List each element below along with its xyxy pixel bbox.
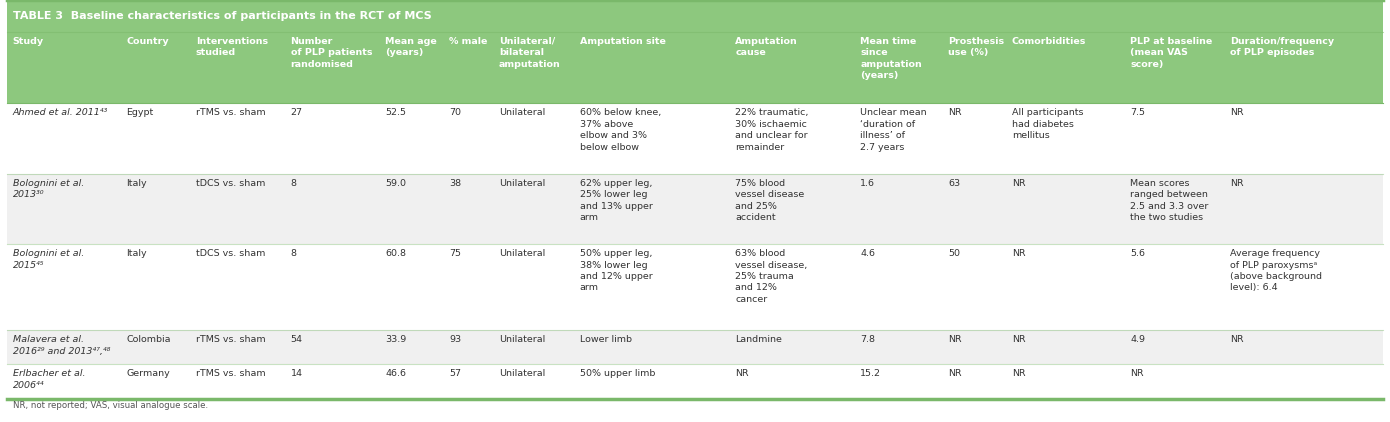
Text: Comorbidities: Comorbidities: [1012, 37, 1087, 46]
Text: 33.9: 33.9: [385, 335, 406, 344]
Text: Italy: Italy: [126, 179, 147, 188]
Text: Ahmed et al. 2011⁴³: Ahmed et al. 2011⁴³: [13, 108, 108, 117]
Text: NR: NR: [1230, 179, 1244, 188]
Text: NR: NR: [1012, 249, 1026, 258]
Text: Bolognini et al.
2013³⁰: Bolognini et al. 2013³⁰: [13, 179, 83, 199]
Text: PLP at baseline
(mean VAS
score): PLP at baseline (mean VAS score): [1130, 37, 1212, 69]
Bar: [7, 244, 1383, 330]
Text: 38: 38: [449, 179, 461, 188]
Text: NR: NR: [1130, 370, 1144, 379]
Text: Unclear mean
‘duration of
illness’ of
2.7 years: Unclear mean ‘duration of illness’ of 2.…: [860, 108, 927, 152]
Text: NR: NR: [1230, 108, 1244, 117]
Text: 52.5: 52.5: [385, 108, 406, 117]
Text: Unilateral: Unilateral: [499, 370, 545, 379]
Text: NR: NR: [948, 108, 962, 117]
Text: rTMS vs. sham: rTMS vs. sham: [196, 370, 265, 379]
Text: 63: 63: [948, 179, 960, 188]
Text: 50% upper limb: 50% upper limb: [580, 370, 655, 379]
Bar: [7, 0, 1383, 32]
Text: Average frequency
of PLP paroxysmsᵃ
(above background
level): 6.4: Average frequency of PLP paroxysmsᵃ (abo…: [1230, 249, 1322, 292]
Text: Unilateral: Unilateral: [499, 179, 545, 188]
Text: Number
of PLP patients
randomised: Number of PLP patients randomised: [291, 37, 373, 69]
Text: Italy: Italy: [126, 249, 147, 258]
Text: NR, not reported; VAS, visual analogue scale.: NR, not reported; VAS, visual analogue s…: [13, 401, 207, 410]
Text: Interventions
studied: Interventions studied: [196, 37, 268, 57]
Text: Amputation
cause: Amputation cause: [735, 37, 798, 57]
Text: rTMS vs. sham: rTMS vs. sham: [196, 335, 265, 344]
Text: 59.0: 59.0: [385, 179, 406, 188]
Text: Colombia: Colombia: [126, 335, 171, 344]
Text: 46.6: 46.6: [385, 370, 406, 379]
Text: 1.6: 1.6: [860, 179, 876, 188]
Text: 75% blood
vessel disease
and 25%
accident: 75% blood vessel disease and 25% acciden…: [735, 179, 805, 222]
Text: 57: 57: [449, 370, 461, 379]
Text: Country: Country: [126, 37, 170, 46]
Text: NR: NR: [1012, 370, 1026, 379]
Text: 22% traumatic,
30% ischaemic
and unclear for
remainder: 22% traumatic, 30% ischaemic and unclear…: [735, 108, 809, 152]
Text: NR: NR: [948, 370, 962, 379]
Text: Landmine: Landmine: [735, 335, 783, 344]
Text: 7.5: 7.5: [1130, 108, 1145, 117]
Text: Mean age
(years): Mean age (years): [385, 37, 436, 57]
Text: 60% below knee,
37% above
elbow and 3%
below elbow: 60% below knee, 37% above elbow and 3% b…: [580, 108, 660, 152]
Text: 8: 8: [291, 179, 296, 188]
Text: 8: 8: [291, 249, 296, 258]
Text: 7.8: 7.8: [860, 335, 876, 344]
Text: tDCS vs. sham: tDCS vs. sham: [196, 179, 265, 188]
Text: 62% upper leg,
25% lower leg
and 13% upper
arm: 62% upper leg, 25% lower leg and 13% upp…: [580, 179, 652, 222]
Text: Prosthesis
use (%): Prosthesis use (%): [948, 37, 1004, 57]
Text: Unilateral: Unilateral: [499, 108, 545, 117]
Text: Malavera et al.
2016²⁹ and 2013⁴⁷,⁴⁸: Malavera et al. 2016²⁹ and 2013⁴⁷,⁴⁸: [13, 335, 110, 355]
Text: Study: Study: [13, 37, 43, 46]
Bar: [7, 32, 1383, 103]
Text: 5.6: 5.6: [1130, 249, 1145, 258]
Text: 93: 93: [449, 335, 461, 344]
Text: TABLE 3  Baseline characteristics of participants in the RCT of MCS: TABLE 3 Baseline characteristics of part…: [13, 11, 431, 21]
Text: tDCS vs. sham: tDCS vs. sham: [196, 249, 265, 258]
Text: 27: 27: [291, 108, 303, 117]
Text: 63% blood
vessel disease,
25% trauma
and 12%
cancer: 63% blood vessel disease, 25% trauma and…: [735, 249, 808, 304]
Bar: [7, 330, 1383, 365]
Text: Amputation site: Amputation site: [580, 37, 666, 46]
Bar: [7, 174, 1383, 244]
Text: NR: NR: [735, 370, 749, 379]
Text: 75: 75: [449, 249, 461, 258]
Text: 4.9: 4.9: [1130, 335, 1145, 344]
Text: Mean scores
ranged between
2.5 and 3.3 over
the two studies: Mean scores ranged between 2.5 and 3.3 o…: [1130, 179, 1208, 222]
Text: NR: NR: [1230, 335, 1244, 344]
Text: rTMS vs. sham: rTMS vs. sham: [196, 108, 265, 117]
Text: Mean time
since
amputation
(years): Mean time since amputation (years): [860, 37, 922, 80]
Text: Erlbacher et al.
2006⁴⁴: Erlbacher et al. 2006⁴⁴: [13, 370, 85, 390]
Text: 60.8: 60.8: [385, 249, 406, 258]
Text: Egypt: Egypt: [126, 108, 154, 117]
Text: Germany: Germany: [126, 370, 170, 379]
Text: Lower limb: Lower limb: [580, 335, 631, 344]
Bar: [7, 365, 1383, 399]
Text: NR: NR: [1012, 179, 1026, 188]
Text: 14: 14: [291, 370, 303, 379]
Bar: [7, 103, 1383, 174]
Text: 4.6: 4.6: [860, 249, 876, 258]
Text: 54: 54: [291, 335, 303, 344]
Text: Unilateral/
bilateral
amputation: Unilateral/ bilateral amputation: [499, 37, 560, 69]
Text: All participants
had diabetes
mellitus: All participants had diabetes mellitus: [1012, 108, 1083, 141]
Text: Unilateral: Unilateral: [499, 335, 545, 344]
Text: 50% upper leg,
38% lower leg
and 12% upper
arm: 50% upper leg, 38% lower leg and 12% upp…: [580, 249, 652, 292]
Text: NR: NR: [948, 335, 962, 344]
Text: Unilateral: Unilateral: [499, 249, 545, 258]
Text: NR: NR: [1012, 335, 1026, 344]
Text: 15.2: 15.2: [860, 370, 881, 379]
Text: 50: 50: [948, 249, 960, 258]
Text: Bolognini et al.
2015⁴⁵: Bolognini et al. 2015⁴⁵: [13, 249, 83, 270]
Text: 70: 70: [449, 108, 461, 117]
Text: % male: % male: [449, 37, 488, 46]
Text: Duration/frequency
of PLP episodes: Duration/frequency of PLP episodes: [1230, 37, 1334, 57]
